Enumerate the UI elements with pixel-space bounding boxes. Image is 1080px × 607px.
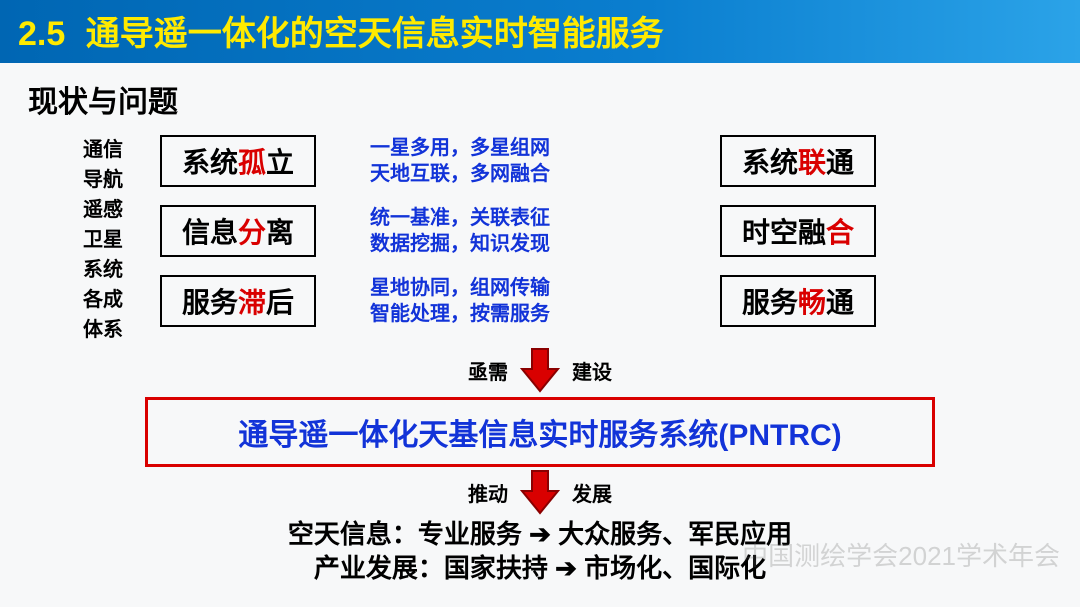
vertical-label: 通信 bbox=[80, 135, 126, 165]
left-state-box: 系统孤立 bbox=[160, 135, 316, 187]
transformation-desc: 一星多用，多星组网天地互联，多网融合 bbox=[370, 135, 550, 187]
transformation-desc: 统一基准，关联表征数据挖掘，知识发现 bbox=[370, 205, 550, 257]
right-state-box: 系统联通 bbox=[720, 135, 876, 187]
section-title: 通导遥一体化的空天信息实时智能服务 bbox=[86, 15, 664, 53]
arrow2-right-label: 发展 bbox=[572, 478, 612, 507]
title-bar: 2.5 通导遥一体化的空天信息实时智能服务 bbox=[0, 0, 1080, 63]
arrow2-left-label: 推动 bbox=[468, 478, 508, 507]
down-arrow-icon bbox=[520, 347, 560, 393]
vertical-label: 各成 bbox=[80, 285, 126, 315]
right-state-box: 时空融合 bbox=[720, 205, 876, 257]
pntrc-system-box: 通导遥一体化天基信息实时服务系统(PNTRC) bbox=[145, 397, 935, 467]
transformation-desc: 星地协同，组网传输智能处理，按需服务 bbox=[370, 275, 550, 327]
vertical-label: 体系 bbox=[80, 315, 126, 345]
right-state-box: 服务畅通 bbox=[720, 275, 876, 327]
arrow1-right-label: 建设 bbox=[572, 356, 612, 385]
left-state-box: 服务滞后 bbox=[160, 275, 316, 327]
arrow1-left-label: 亟需 bbox=[468, 356, 508, 385]
vertical-label: 遥感 bbox=[80, 195, 126, 225]
vertical-label: 导航 bbox=[80, 165, 126, 195]
down-arrow-icon bbox=[520, 469, 560, 515]
arrow-row-2: 推动 发展 bbox=[0, 469, 1080, 515]
vertical-label: 卫星 bbox=[80, 225, 126, 255]
vertical-category-labels: 通信导航遥感卫星系统各成体系 bbox=[80, 135, 126, 345]
left-state-box: 信息分离 bbox=[160, 205, 316, 257]
vertical-label: 系统 bbox=[80, 255, 126, 285]
section-number: 2.5 bbox=[18, 15, 65, 53]
subtitle: 现状与问题 bbox=[28, 77, 1080, 121]
arrow-row-1: 亟需 建设 bbox=[0, 347, 1080, 393]
watermark: 中国测绘学会2021学术年会 bbox=[742, 536, 1060, 573]
comparison-grid: 通信导航遥感卫星系统各成体系 系统孤立 一星多用，多星组网天地互联，多网融合 系统联… bbox=[40, 135, 1040, 345]
